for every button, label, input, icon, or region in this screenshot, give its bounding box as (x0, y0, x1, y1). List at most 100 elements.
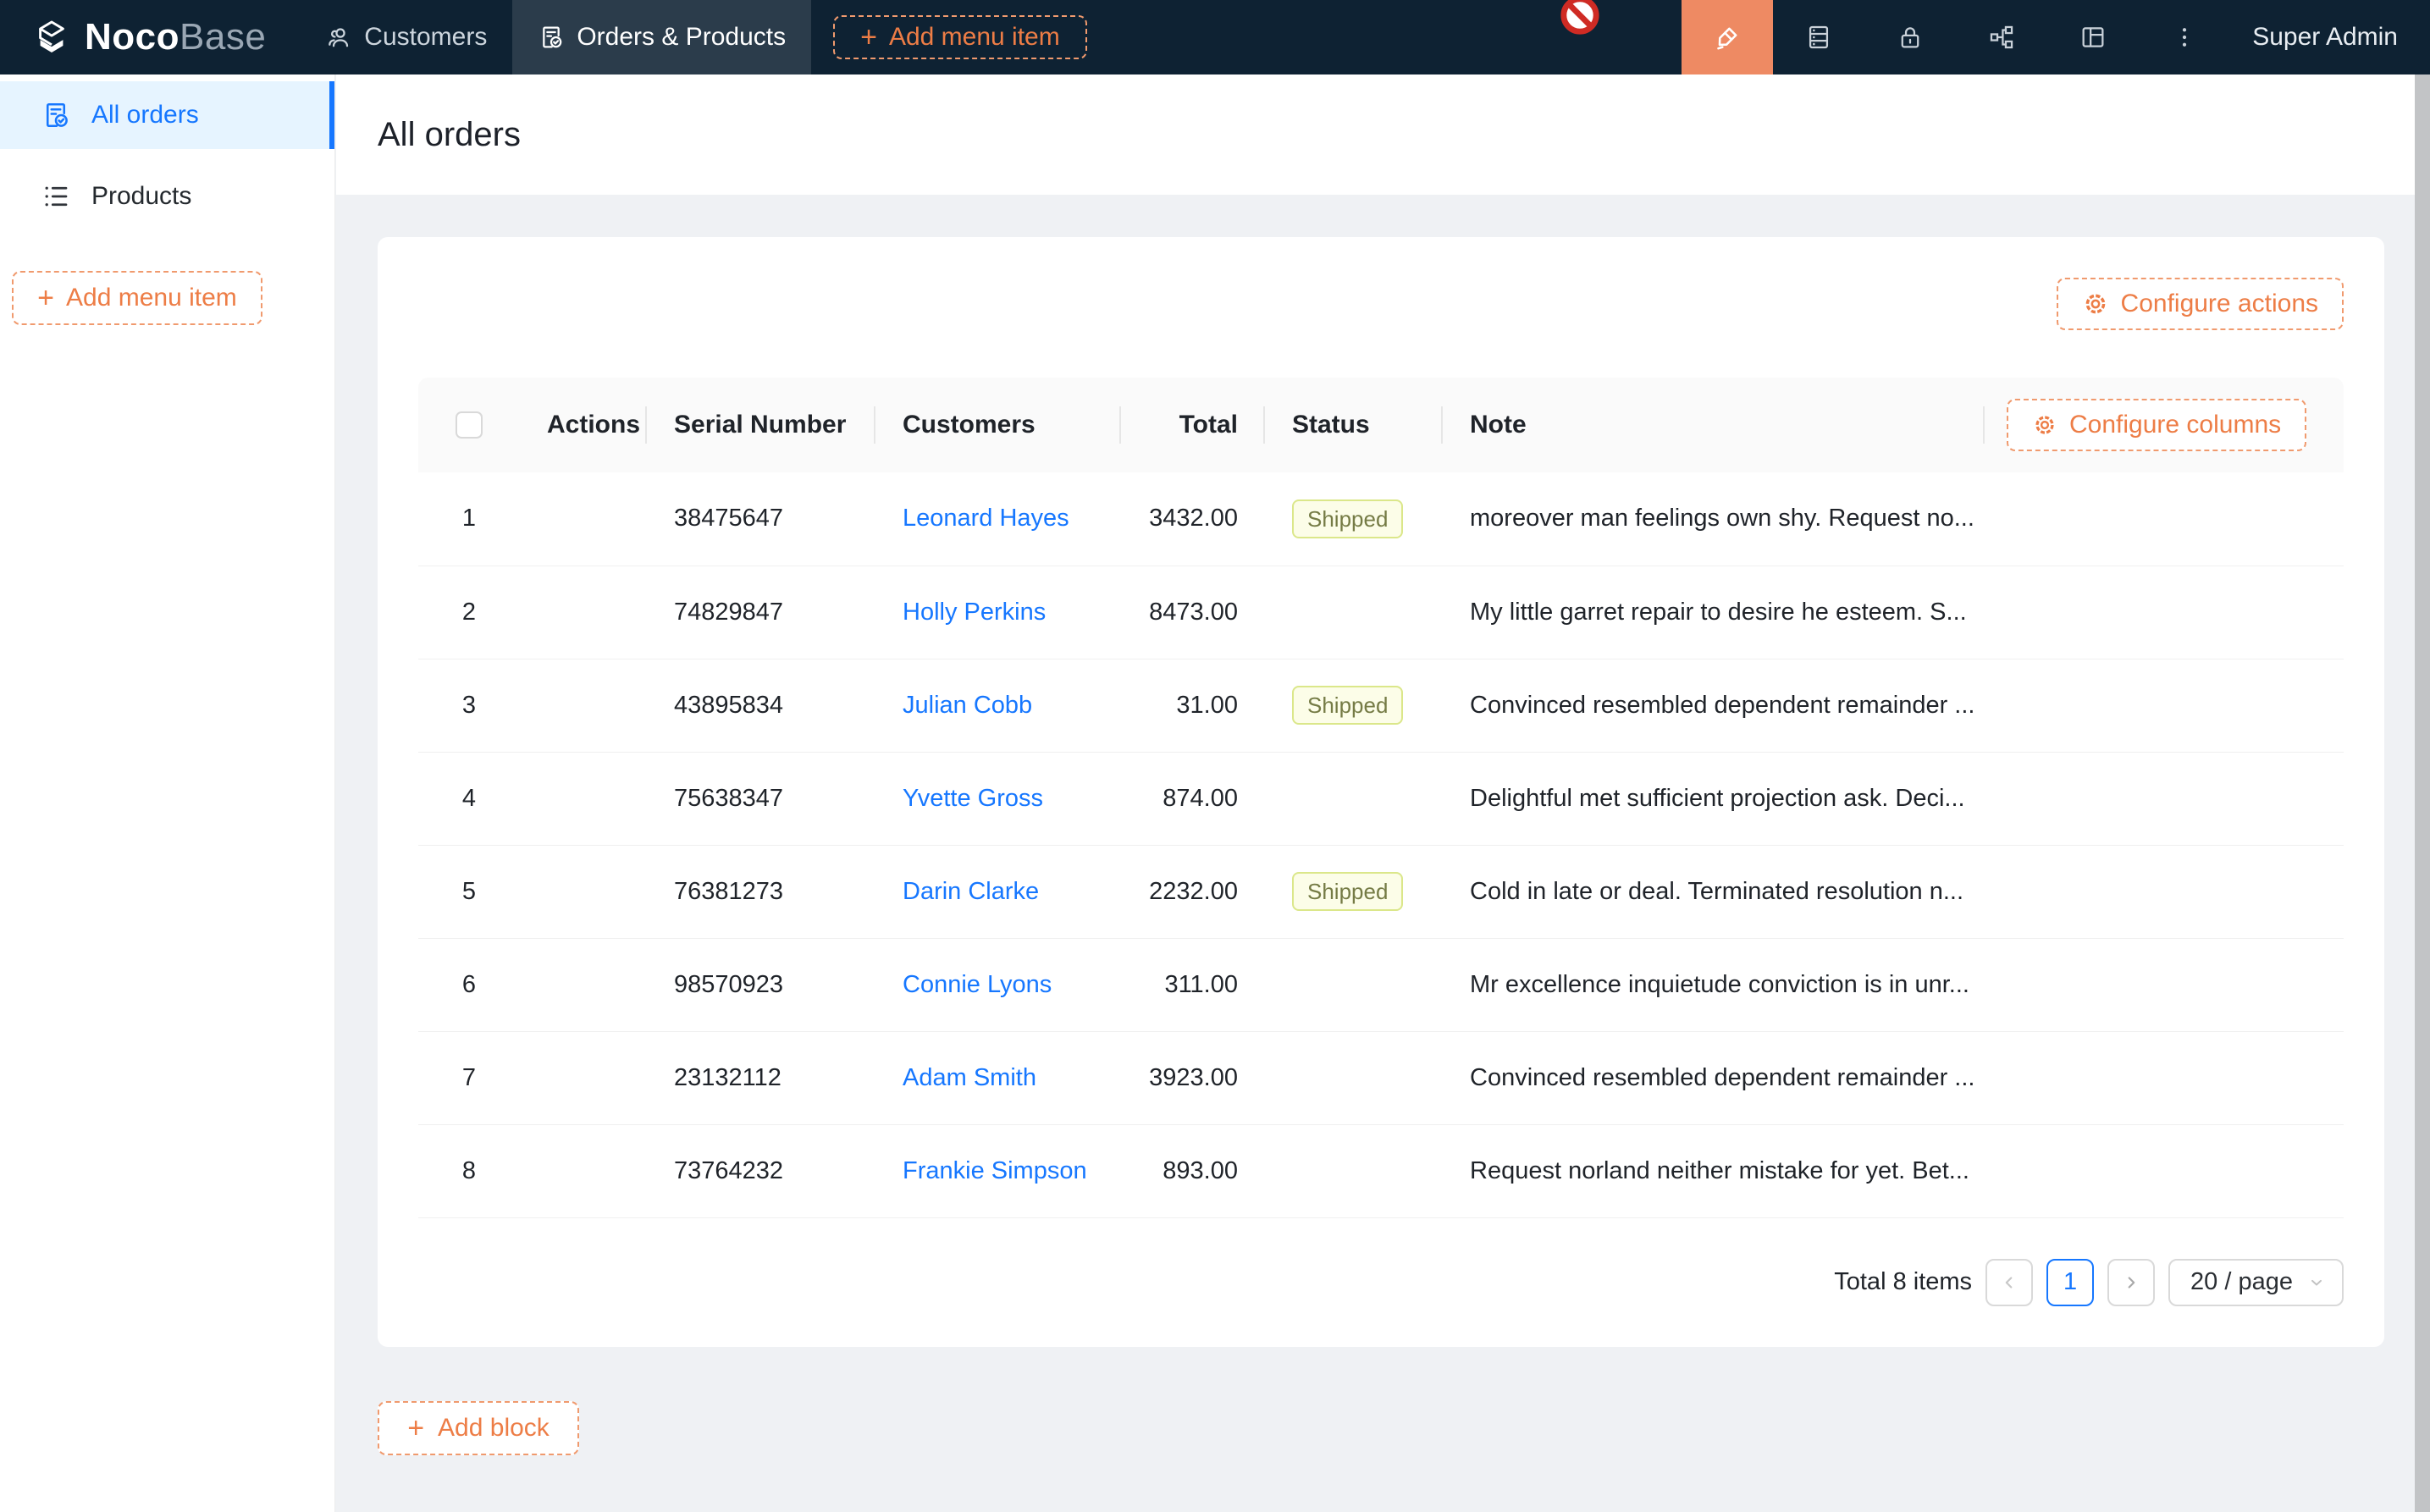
cell-actions (520, 659, 647, 753)
customer-link[interactable]: Leonard Hayes (903, 505, 1069, 533)
list-icon (41, 181, 71, 212)
table-row: 2 74829847 Holly Perkins 8473.00 My little g… (418, 566, 2344, 659)
permissions-button[interactable] (1864, 0, 1956, 74)
cell-index: 5 (418, 845, 520, 939)
configure-columns-header-cell: Configure columns (1985, 378, 2344, 472)
cell-status (1265, 1124, 1443, 1218)
nav-tab-label: Customers (364, 23, 488, 51)
cell-note: moreover man feelings own shy. Request n… (1443, 472, 1985, 566)
customer-link[interactable]: Adam Smith (903, 1063, 1036, 1091)
table-row: 1 38475647 Leonard Hayes 3432.00 Shipped more… (418, 472, 2344, 566)
cell-actions (520, 472, 647, 566)
sidebar-item-all-orders[interactable]: All orders (0, 81, 334, 149)
cell-customer: Leonard Hayes (875, 472, 1121, 566)
cell-index: 3 (418, 659, 520, 753)
pagination-total: Total 8 items (1834, 1268, 1973, 1295)
customer-link[interactable]: Frankie Simpson (903, 1156, 1087, 1184)
cell-configure-spacer (1985, 1031, 2344, 1125)
sidebar-item-products[interactable]: Products (0, 163, 334, 230)
nav-tab-customers[interactable]: Customers (300, 0, 512, 74)
cell-index: 4 (418, 752, 520, 846)
cell-configure-spacer (1985, 566, 2344, 659)
page-header: All orders (336, 74, 2430, 195)
workflow-button[interactable] (1956, 0, 2047, 74)
column-header-total: Total (1121, 378, 1265, 472)
cell-index: 2 (418, 566, 520, 659)
top-navbar: NocoBase Customers (0, 0, 2430, 74)
customer-link[interactable]: Holly Perkins (903, 598, 1047, 626)
cell-configure-spacer (1985, 1124, 2344, 1218)
customer-link[interactable]: Julian Cobb (903, 691, 1033, 719)
plugin-settings-button[interactable] (2047, 0, 2139, 74)
nav-tab-orders-products[interactable]: Orders & Products (512, 0, 812, 74)
cell-actions (520, 1124, 647, 1218)
cell-note: My little garret repair to desire he est… (1443, 566, 1985, 659)
table-header: Actions Serial Number Customers Total St… (418, 378, 2344, 472)
cell-actions (520, 938, 647, 1032)
navbar-spacer (1087, 0, 1682, 74)
select-all-header-cell (418, 378, 520, 472)
vertical-scrollbar[interactable] (2415, 74, 2430, 1512)
configure-columns-button[interactable]: Configure columns (2007, 399, 2307, 451)
cell-index: 6 (418, 938, 520, 1032)
column-header-customers: Customers (875, 378, 1121, 472)
plus-icon: + (37, 282, 55, 314)
nocobase-logo-icon (32, 18, 71, 57)
cell-total: 311.00 (1121, 938, 1265, 1032)
table-row: 6 98570923 Connie Lyons 311.00 Mr excellence… (418, 938, 2344, 1032)
cell-customer: Connie Lyons (875, 938, 1121, 1032)
customer-link[interactable]: Yvette Gross (903, 784, 1044, 812)
cell-status: Shipped (1265, 659, 1443, 753)
layout-icon (2079, 23, 2107, 52)
cell-total: 3923.00 (1121, 1031, 1265, 1125)
cell-serial-number: 23132112 (647, 1031, 875, 1125)
add-menu-item-button-sidebar[interactable]: + Add menu item (12, 271, 262, 325)
cell-status (1265, 938, 1443, 1032)
orders-table: Actions Serial Number Customers Total St… (418, 378, 2344, 1218)
cell-index: 7 (418, 1031, 520, 1125)
cell-serial-number: 74829847 (647, 566, 875, 659)
cell-total: 893.00 (1121, 1124, 1265, 1218)
pagination-prev-button[interactable] (1985, 1258, 2034, 1306)
select-all-checkbox[interactable] (456, 411, 483, 439)
table-row: 4 75638347 Yvette Gross 874.00 Delightful me… (418, 752, 2344, 846)
gear-icon (2082, 290, 2109, 317)
plus-icon: + (407, 1411, 425, 1444)
orders-list-icon (41, 100, 71, 130)
add-block-button[interactable]: + Add block (378, 1400, 579, 1455)
cell-customer: Yvette Gross (875, 752, 1121, 846)
cell-status (1265, 752, 1443, 846)
cell-actions (520, 566, 647, 659)
main-menu: Customers Orders & Products + Add menu i… (300, 0, 1087, 74)
page-size-select[interactable]: 20 / page (2168, 1258, 2344, 1306)
cell-actions (520, 752, 647, 846)
customer-link[interactable]: Connie Lyons (903, 970, 1052, 998)
cell-configure-spacer (1985, 472, 2344, 566)
cell-configure-spacer (1985, 659, 2344, 753)
orders-icon (538, 24, 565, 51)
table-row: 3 43895834 Julian Cobb 31.00 Shipped Convince… (418, 659, 2344, 753)
data-sources-button[interactable] (1773, 0, 1864, 74)
nocobase-logo-text: NocoBase (85, 16, 267, 58)
kebab-menu-icon (2172, 25, 2197, 50)
page-content: Configure actions Actions Serial Number (336, 195, 2430, 1512)
cell-serial-number: 75638347 (647, 752, 875, 846)
user-menu[interactable]: Super Admin (2252, 23, 2398, 51)
cell-total: 8473.00 (1121, 566, 1265, 659)
highlighter-pen-icon (1712, 22, 1742, 52)
nocobase-logo[interactable]: NocoBase (0, 0, 300, 74)
cell-customer: Adam Smith (875, 1031, 1121, 1125)
configure-actions-button[interactable]: Configure actions (2056, 278, 2344, 330)
customer-link[interactable]: Darin Clarke (903, 877, 1040, 905)
pagination-next-button[interactable] (2107, 1258, 2156, 1306)
column-header-actions: Actions (520, 378, 647, 472)
pagination-page-1[interactable]: 1 (2046, 1258, 2095, 1306)
more-options-button[interactable] (2139, 0, 2230, 74)
add-menu-item-button-navbar[interactable]: + Add menu item (833, 15, 1087, 59)
table-row: 7 23132112 Adam Smith 3923.00 Convinced rese… (418, 1031, 2344, 1125)
table-row: 8 73764232 Frankie Simpson 893.00 Request no… (418, 1124, 2344, 1218)
cell-index: 8 (418, 1124, 520, 1218)
ui-editor-toggle-button[interactable] (1682, 0, 1774, 74)
cell-note: Convinced resembled dependent remainder … (1443, 1031, 1985, 1125)
cell-status: Shipped (1265, 845, 1443, 939)
